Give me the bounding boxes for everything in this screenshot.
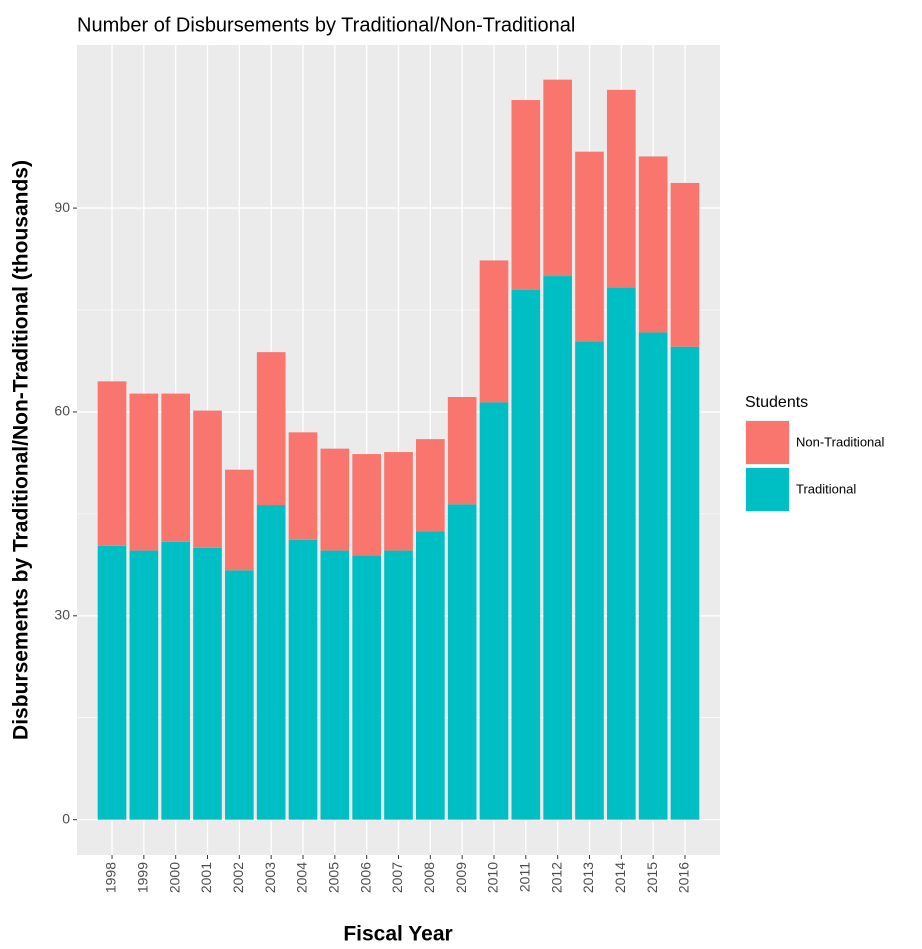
bar-segment bbox=[97, 545, 127, 820]
legend-swatch bbox=[746, 468, 789, 511]
bar-segment bbox=[479, 260, 509, 403]
bar-segment bbox=[511, 100, 541, 290]
bar-segment bbox=[288, 539, 318, 820]
x-tick-label: 2002 bbox=[230, 862, 246, 893]
x-tick-label: 1998 bbox=[103, 862, 119, 893]
y-tick-label: 90 bbox=[54, 199, 70, 215]
x-tick-label: 2016 bbox=[676, 862, 692, 893]
legend-title: Students bbox=[745, 394, 808, 411]
x-axis-label: Fiscal Year bbox=[343, 923, 452, 946]
bar-segment bbox=[225, 570, 254, 820]
bar-segment bbox=[256, 352, 286, 506]
bar-segment bbox=[288, 432, 318, 540]
bar-segment bbox=[638, 332, 668, 820]
bar-segment bbox=[256, 505, 286, 820]
x-tick-label: 2013 bbox=[580, 862, 596, 893]
bar-segment bbox=[606, 89, 636, 288]
legend-label: Non-Traditional bbox=[796, 434, 885, 449]
bar-segment bbox=[447, 504, 477, 820]
x-tick-label: 2012 bbox=[548, 862, 564, 893]
x-tick-label: 2008 bbox=[421, 862, 437, 893]
legend-label: Traditional bbox=[796, 481, 856, 496]
x-tick-label: 2015 bbox=[644, 862, 660, 893]
bar-segment bbox=[161, 541, 191, 820]
y-tick-label: 0 bbox=[62, 810, 70, 826]
bar-segment bbox=[606, 287, 636, 820]
bar-segment bbox=[352, 555, 381, 820]
bar-segment bbox=[543, 276, 572, 820]
bar-segment bbox=[670, 346, 700, 820]
x-tick-label: 2011 bbox=[517, 862, 533, 892]
x-tick-label: 2003 bbox=[262, 862, 278, 893]
x-tick-label: 2007 bbox=[389, 862, 405, 893]
bar-segment bbox=[320, 448, 350, 551]
bar-segment bbox=[193, 547, 222, 820]
bar-segment bbox=[352, 454, 381, 556]
bar-segment bbox=[129, 393, 159, 551]
x-tick-label: 2001 bbox=[198, 862, 214, 893]
bar-segment bbox=[575, 341, 604, 820]
bar-segment bbox=[97, 381, 127, 546]
bar-segment bbox=[416, 531, 445, 820]
bar-segment bbox=[161, 393, 191, 542]
bar-segment bbox=[225, 469, 254, 571]
x-tick-label: 2014 bbox=[612, 862, 628, 893]
x-tick-label: 2004 bbox=[294, 862, 310, 893]
y-axis-label: Disbursements by Traditional/Non-Traditi… bbox=[10, 160, 33, 740]
bar-segment bbox=[575, 151, 604, 342]
x-tick-label: 2005 bbox=[326, 862, 342, 893]
x-tick-label: 2009 bbox=[453, 862, 469, 893]
bar-segment bbox=[543, 79, 572, 277]
bar-segment bbox=[670, 182, 700, 347]
x-tick-label: 2006 bbox=[357, 862, 373, 893]
bar-segment bbox=[416, 439, 445, 532]
bar-segment bbox=[511, 289, 541, 820]
bar-segment bbox=[638, 156, 668, 333]
bar-segment bbox=[384, 452, 413, 551]
x-tick-label: 2010 bbox=[485, 862, 501, 893]
bar-segment bbox=[447, 396, 477, 505]
x-tick-label: 1999 bbox=[135, 862, 151, 893]
x-tick-label: 2000 bbox=[166, 862, 182, 893]
legend-swatch bbox=[746, 421, 789, 464]
bar-segment bbox=[193, 410, 222, 548]
bar-segment bbox=[320, 550, 350, 820]
chart-title: Number of Disbursements by Traditional/N… bbox=[77, 14, 575, 36]
bar-segment bbox=[384, 550, 413, 820]
y-tick-label: 60 bbox=[54, 403, 70, 419]
bar-segment bbox=[129, 550, 159, 820]
bar-segment bbox=[479, 402, 509, 820]
y-tick-label: 30 bbox=[54, 607, 70, 623]
